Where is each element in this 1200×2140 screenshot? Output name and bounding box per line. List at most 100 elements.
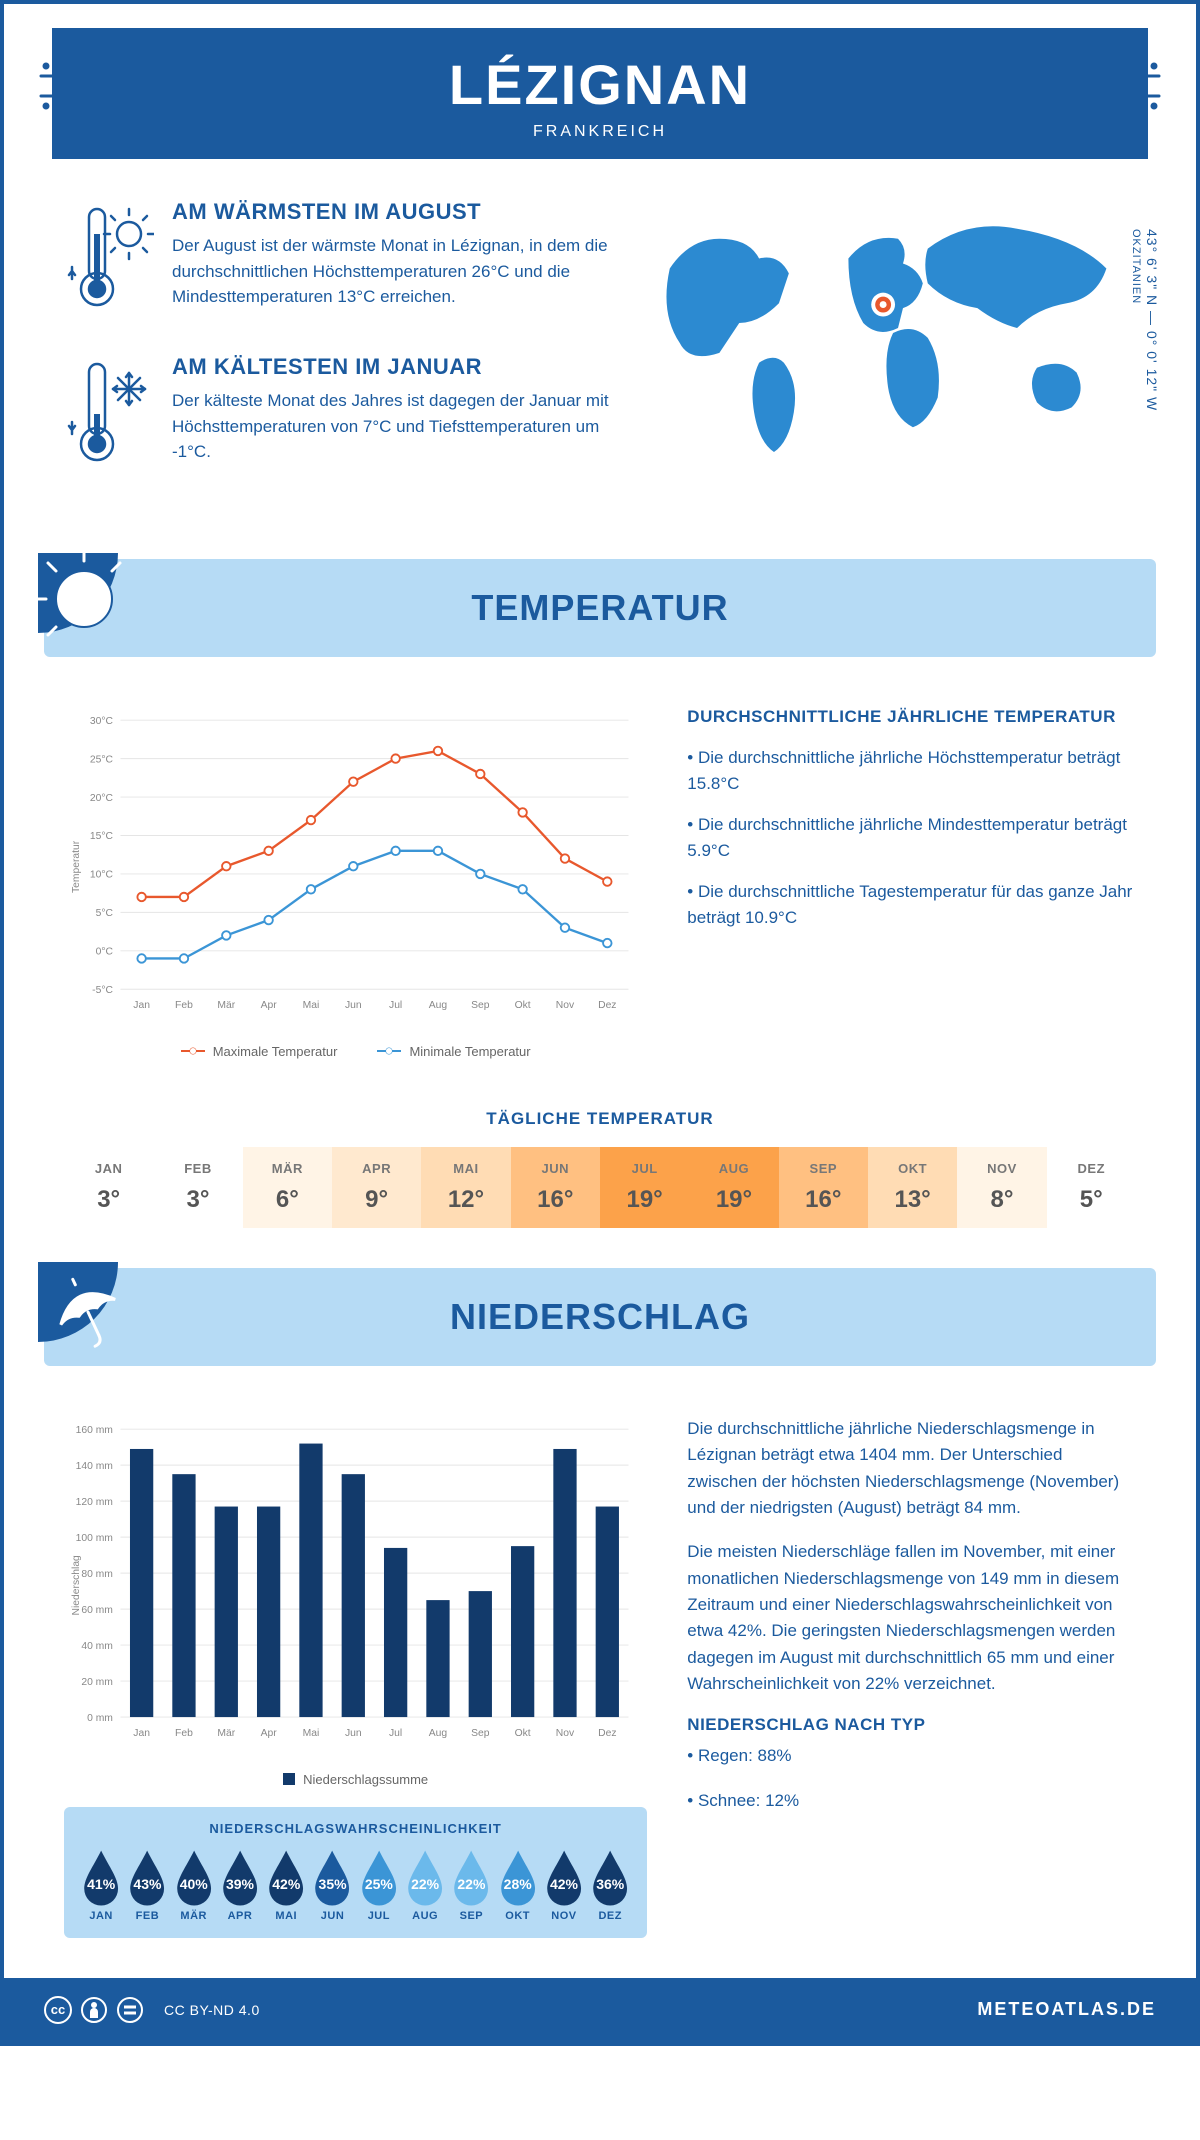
legend-item: Maximale Temperatur — [181, 1044, 338, 1059]
svg-text:25°C: 25°C — [90, 754, 114, 765]
warmest-title: AM WÄRMSTEN IM AUGUST — [172, 199, 610, 225]
precip-paragraph: Die durchschnittliche jährliche Niedersc… — [687, 1416, 1136, 1521]
coords-region: OKZITANIEN — [1130, 229, 1142, 304]
temperature-heading: TEMPERATUR — [44, 587, 1156, 629]
svg-text:20 mm: 20 mm — [81, 1677, 113, 1688]
country-subtitle: FRANKREICH — [52, 123, 1148, 141]
svg-text:-5°C: -5°C — [92, 985, 113, 996]
svg-text:140 mm: 140 mm — [76, 1461, 113, 1472]
daily-temp-cell: FEB3° — [153, 1147, 242, 1228]
warmest-body: Der August ist der wärmste Monat in Lézi… — [172, 233, 610, 310]
svg-text:80 mm: 80 mm — [81, 1569, 113, 1580]
daily-temp-cell: JUL19° — [600, 1147, 689, 1228]
svg-text:Jan: Jan — [133, 1728, 150, 1739]
probability-drop: 41%JAN — [80, 1848, 122, 1922]
svg-text:120 mm: 120 mm — [76, 1497, 113, 1508]
coldest-block: AM KÄLTESTEN IM JANUAR Der kälteste Mona… — [64, 354, 610, 479]
probability-drop: 36%DEZ — [589, 1848, 631, 1922]
precipitation-chart: 0 mm 20 mm 40 mm 60 mm 80 mm 100 mm 120 mm 140 … — [64, 1416, 647, 1787]
probability-drop: 35%JUN — [311, 1848, 353, 1922]
svg-text:Okt: Okt — [515, 1000, 531, 1011]
temp-bullet: • Die durchschnittliche Tagestemperatur … — [687, 879, 1136, 930]
svg-text:Mär: Mär — [217, 1728, 235, 1739]
city-title: LÉZIGNAN — [52, 52, 1148, 117]
daily-temp-cell: MAI12° — [421, 1147, 510, 1228]
svg-text:40 mm: 40 mm — [81, 1641, 113, 1652]
license-text: CC BY-ND 4.0 — [164, 2002, 260, 2018]
svg-text:100 mm: 100 mm — [76, 1533, 113, 1544]
svg-text:Sep: Sep — [471, 1000, 490, 1011]
svg-text:Jun: Jun — [345, 1000, 362, 1011]
daily-temp-heading: TÄGLICHE TEMPERATUR — [4, 1109, 1196, 1129]
svg-text:Apr: Apr — [261, 1000, 278, 1011]
probability-drop: 28%OKT — [497, 1848, 539, 1922]
footer: cc CC BY-ND 4.0 METEOATLAS.DE — [4, 1978, 1196, 2042]
svg-text:Mai: Mai — [303, 1728, 320, 1739]
probability-drop: 39%APR — [219, 1848, 261, 1922]
svg-text:Sep: Sep — [471, 1728, 490, 1739]
probability-title: NIEDERSCHLAGSWAHRSCHEINLICHKEIT — [80, 1821, 631, 1836]
svg-text:10°C: 10°C — [90, 870, 114, 881]
svg-text:0 mm: 0 mm — [87, 1713, 113, 1724]
probability-drop: 42%NOV — [543, 1848, 585, 1922]
probability-band: NIEDERSCHLAGSWAHRSCHEINLICHKEIT 41%JAN43… — [64, 1807, 647, 1938]
coords-lat: 43° 6' 3" N — 0° 0' 12" W — [1144, 229, 1160, 411]
coldest-body: Der kälteste Monat des Jahres ist dagege… — [172, 388, 610, 465]
world-map: 43° 6' 3" N — 0° 0' 12" W OKZITANIEN — [640, 199, 1136, 509]
svg-text:30°C: 30°C — [90, 716, 114, 727]
precipitation-banner: NIEDERSCHLAG — [44, 1268, 1156, 1366]
precip-type: • Regen: 88% — [687, 1743, 1136, 1769]
svg-text:Jan: Jan — [133, 1000, 150, 1011]
svg-text:Dez: Dez — [598, 1728, 616, 1739]
coldest-title: AM KÄLTESTEN IM JANUAR — [172, 354, 610, 380]
brand-text: METEOATLAS.DE — [977, 1999, 1156, 2020]
daily-temp-cell: SEP16° — [779, 1147, 868, 1228]
svg-text:Temperatur: Temperatur — [71, 840, 82, 893]
svg-text:Dez: Dez — [598, 1000, 616, 1011]
temp-side-title: DURCHSCHNITTLICHE JÄHRLICHE TEMPERATUR — [687, 707, 1136, 727]
temperature-chart: -5°C 0°C 5°C 10°C 15°C 20°C 25°C 30°C Temperatur… — [64, 707, 647, 1059]
svg-text:Nov: Nov — [556, 1000, 575, 1011]
svg-text:60 mm: 60 mm — [81, 1605, 113, 1616]
legend-item: Niederschlagssumme — [283, 1772, 428, 1787]
temp-bullet: • Die durchschnittliche jährliche Mindes… — [687, 812, 1136, 863]
daily-temp-cell: APR9° — [332, 1147, 421, 1228]
thermometer-hot-icon — [64, 199, 154, 324]
probability-drop: 22%SEP — [450, 1848, 492, 1922]
svg-text:Jul: Jul — [389, 1000, 402, 1011]
daily-temp-cell: OKT13° — [868, 1147, 957, 1228]
daily-temp-cell: AUG19° — [689, 1147, 778, 1228]
header: LÉZIGNAN FRANKREICH — [52, 28, 1148, 159]
precip-paragraph: Die meisten Niederschläge fallen im Nove… — [687, 1539, 1136, 1697]
precip-type-title: NIEDERSCHLAG NACH TYP — [687, 1715, 1136, 1735]
probability-drop: 22%AUG — [404, 1848, 446, 1922]
svg-text:Jun: Jun — [345, 1728, 362, 1739]
svg-text:Okt: Okt — [515, 1728, 531, 1739]
probability-drop: 25%JUL — [358, 1848, 400, 1922]
sun-icon — [38, 553, 138, 653]
svg-text:Aug: Aug — [429, 1000, 448, 1011]
svg-text:Jul: Jul — [389, 1728, 402, 1739]
svg-text:Mai: Mai — [303, 1000, 320, 1011]
precip-type: • Schnee: 12% — [687, 1788, 1136, 1814]
daily-temp-cell: JAN3° — [64, 1147, 153, 1228]
svg-text:0°C: 0°C — [96, 947, 114, 958]
probability-drop: 40%MÄR — [173, 1848, 215, 1922]
license-icons: cc CC BY-ND 4.0 — [44, 1996, 260, 2024]
thermometer-cold-icon — [64, 354, 154, 479]
svg-text:Nov: Nov — [556, 1728, 575, 1739]
svg-text:20°C: 20°C — [90, 793, 114, 804]
temperature-banner: TEMPERATUR — [44, 559, 1156, 657]
svg-text:Aug: Aug — [429, 1728, 448, 1739]
daily-temp-table: JAN3°FEB3°MÄR6°APR9°MAI12°JUN16°JUL19°AU… — [64, 1147, 1136, 1228]
svg-text:5°C: 5°C — [96, 908, 114, 919]
svg-text:Apr: Apr — [261, 1728, 278, 1739]
svg-text:Mär: Mär — [217, 1000, 235, 1011]
svg-text:Feb: Feb — [175, 1000, 193, 1011]
precipitation-heading: NIEDERSCHLAG — [44, 1296, 1156, 1338]
svg-text:15°C: 15°C — [90, 831, 114, 842]
svg-text:160 mm: 160 mm — [76, 1425, 113, 1436]
warmest-block: AM WÄRMSTEN IM AUGUST Der August ist der… — [64, 199, 610, 324]
daily-temp-cell: JUN16° — [511, 1147, 600, 1228]
svg-text:Niederschlag: Niederschlag — [71, 1555, 82, 1616]
